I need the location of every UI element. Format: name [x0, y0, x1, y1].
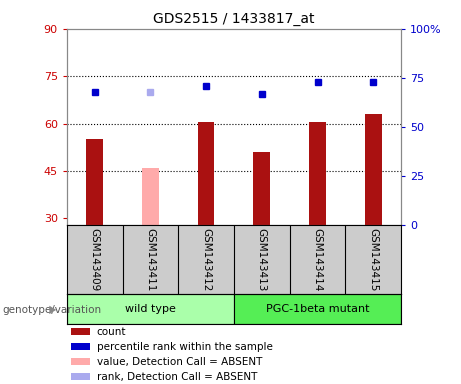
Title: GDS2515 / 1433817_at: GDS2515 / 1433817_at [153, 12, 315, 26]
Bar [71, 343, 90, 350]
Bar [309, 122, 326, 225]
Bar [198, 122, 214, 225]
Text: GSM143412: GSM143412 [201, 228, 211, 291]
Bar [86, 139, 103, 225]
Bar [71, 328, 90, 336]
Bar [365, 114, 382, 225]
Text: genotype/variation: genotype/variation [2, 305, 101, 315]
Bar [67, 294, 234, 324]
Text: GSM143411: GSM143411 [145, 228, 155, 291]
Text: wild type: wild type [125, 304, 176, 314]
Text: count: count [97, 327, 126, 337]
Text: GSM143409: GSM143409 [90, 228, 100, 291]
Bar [71, 373, 90, 380]
Bar [71, 358, 90, 365]
Text: GSM143414: GSM143414 [313, 228, 323, 291]
Text: GSM143413: GSM143413 [257, 228, 267, 291]
Text: rank, Detection Call = ABSENT: rank, Detection Call = ABSENT [97, 372, 257, 382]
Text: percentile rank within the sample: percentile rank within the sample [97, 342, 273, 352]
Text: value, Detection Call = ABSENT: value, Detection Call = ABSENT [97, 357, 262, 367]
Bar [234, 294, 401, 324]
Text: GSM143415: GSM143415 [368, 228, 378, 291]
Text: PGC-1beta mutant: PGC-1beta mutant [266, 304, 369, 314]
Bar [142, 168, 159, 225]
Bar [254, 152, 270, 225]
